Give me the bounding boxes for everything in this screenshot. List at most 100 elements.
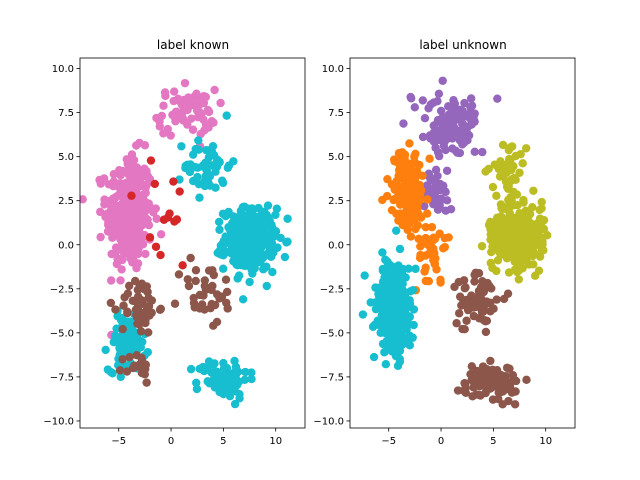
scatter-point [143,348,152,357]
scatter-point [239,222,249,231]
scatter-point [388,328,397,337]
scatter-point [138,190,147,200]
scatter-point [192,106,202,115]
scatter-point [492,223,502,232]
scatter-point [240,212,249,222]
scatter-point [212,158,221,167]
scatter-point [433,148,443,157]
scatter-point [159,129,168,138]
scatter-point [194,95,204,105]
scatter-point [170,112,179,122]
scatter-point [101,345,110,355]
scatter-point [530,271,540,280]
scatter-point [192,384,202,394]
scatter-point [112,324,121,333]
scatter-point [511,238,520,247]
x-tick-label: 5 [220,436,226,447]
scatter-point [502,376,511,386]
scatter-point [186,364,196,374]
scatter-point [470,277,479,286]
scatter-point [478,147,487,157]
y-tick-label: 10.0 [52,64,74,75]
scatter-point [146,156,156,165]
scatter-point [418,96,428,105]
y-tick-label: −7.5 [50,372,74,383]
scatter-point [150,179,160,189]
scatter-point [127,150,137,159]
scatter-point [204,357,214,366]
scatter-point [144,301,154,311]
scatter-point [516,244,526,253]
scatter-point [498,163,507,172]
scatter-point [436,278,445,287]
y-tick-label: 2.5 [58,196,74,207]
scatter-point [192,89,201,98]
scatter-point [211,167,220,176]
scatter-point [245,277,254,287]
scatter-point [200,126,209,135]
scatter-point [132,141,141,150]
scatter-point [486,235,495,244]
scatter-point [271,210,280,220]
scatter-point [208,281,217,291]
scatter-point [492,295,501,304]
scatter-point [438,76,447,85]
scatter-point [397,166,407,175]
scatter-point [262,281,271,291]
scatter-point [455,148,465,158]
scatter-point [169,177,178,186]
scatter-point [273,243,282,252]
scatter-point [414,209,423,219]
scatter-point [525,218,534,227]
scatter-point [423,195,432,204]
scatter-point [409,320,418,330]
scatter-point [407,207,417,216]
scatter-point [434,185,443,194]
scatter-point [118,355,127,364]
scatter-point [207,299,216,309]
scatter-point [142,179,152,189]
scatter-point [276,233,285,243]
x-tick-label: 5 [490,436,496,447]
scatter-point [506,155,515,164]
scatter-point [170,299,180,308]
scatter-point [360,271,369,280]
scatter-point [220,248,230,257]
scatter-point [383,257,392,266]
scatter-point [106,276,116,285]
scatter-point [152,214,161,223]
scatter-point [175,187,184,196]
scatter-point [240,375,249,385]
scatter-point [268,267,277,277]
scatter-point [156,230,166,239]
scatter-point [379,298,388,307]
scatter-point [440,136,450,146]
scatter-point [215,380,225,389]
scatter-point [141,318,150,328]
scatter-point [230,212,239,222]
y-tick-label: 7.5 [58,108,74,119]
scatter-point [481,327,491,337]
scatter-point [118,324,127,334]
scatter-point [215,225,224,234]
scatter-point [128,363,138,373]
x-tick-label: 0 [168,436,174,447]
scatter-point [161,91,170,101]
scatter-point [157,111,167,121]
scatter-point [96,207,105,217]
scatter-point [510,265,520,274]
scatter-point [111,305,120,314]
scatter-point [221,211,230,221]
scatter-point [477,241,487,251]
scatter-point [118,214,128,223]
scatter-point [210,85,219,95]
scatter-point [195,193,204,202]
plot-area: −5 0 5 10 −10.0 −7.5 −5.0 −2.5 0.0 2.5 5.0 7.5 10.0 [43,57,306,447]
scatter-point [514,275,524,284]
scatter-point [126,338,135,347]
scatter-point [425,131,435,140]
scatter-point [479,315,488,325]
scatter-point [427,222,437,232]
scatter-point [413,221,423,230]
scatter-point [117,229,126,238]
